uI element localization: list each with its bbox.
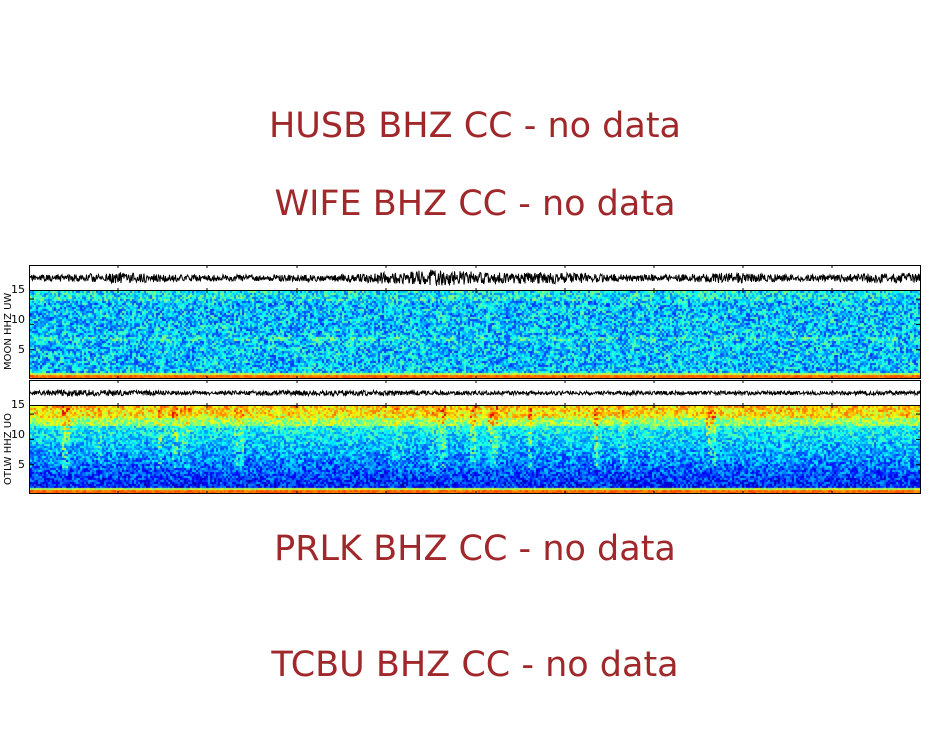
y-axis-label-moon: MOON HHZ UW <box>3 292 14 370</box>
station-no-data-title: HUSB BHZ CC - no data <box>268 106 682 146</box>
station-no-data-title: PRLK BHZ CC - no data <box>274 529 676 569</box>
station-no-data-title: WIFE BHZ CC - no data <box>274 184 676 224</box>
y-tick-label: 15 <box>11 283 25 296</box>
y-tick-label: 10 <box>11 428 25 441</box>
spectrogram-otlw <box>30 406 920 493</box>
waveform-trace-moon <box>30 269 920 286</box>
spectrogram-panel-otlw <box>29 405 921 494</box>
y-tick-label: 10 <box>11 313 25 326</box>
y-axis-label-otlw: OTLW HHZ UO <box>3 413 14 485</box>
y-tick-label: 15 <box>11 398 25 411</box>
spectrogram-moon <box>30 291 920 378</box>
spectrogram-panel-moon <box>29 290 921 379</box>
y-tick-label: 5 <box>18 458 25 471</box>
y-tick-label: 5 <box>18 343 25 356</box>
waveform-panel-moon <box>29 265 921 291</box>
waveform-trace-otlw <box>30 388 920 398</box>
station-no-data-title: TCBU BHZ CC - no data <box>271 645 679 685</box>
seismogram-trace <box>30 388 920 398</box>
seismogram-trace <box>30 269 920 286</box>
waveform-panel-otlw <box>29 380 921 406</box>
